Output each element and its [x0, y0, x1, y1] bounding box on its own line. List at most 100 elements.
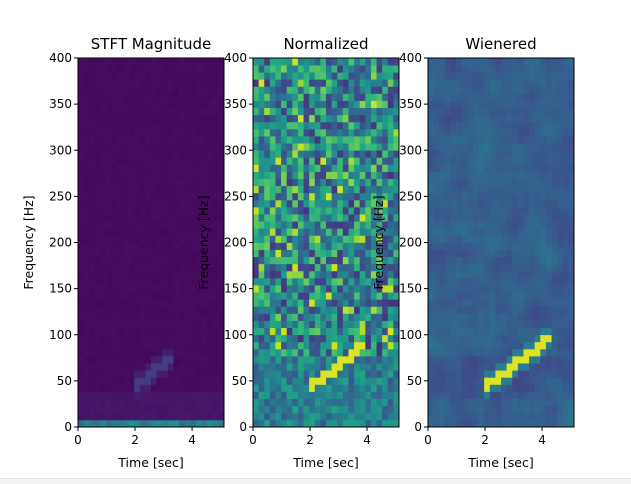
heatmap-cell [433, 320, 440, 329]
heatmap-cell [489, 270, 496, 279]
heatmap-cell [281, 285, 288, 293]
heatmap-cell [314, 334, 321, 343]
heatmap-cell [253, 263, 259, 272]
heatmap-cell [512, 249, 519, 258]
heatmap-cell [365, 320, 372, 329]
heatmap-cell [179, 143, 186, 151]
heatmap-cell [167, 114, 174, 123]
heatmap-cell [195, 150, 202, 158]
heatmap-cell [534, 86, 541, 94]
heatmap-cell [393, 334, 400, 343]
heatmap-cell [348, 306, 355, 314]
heatmap-cell [94, 121, 101, 130]
heatmap-cell [179, 228, 186, 236]
heatmap-cell [506, 263, 513, 272]
heatmap-cell [309, 249, 316, 258]
heatmap-cell [122, 65, 129, 73]
heatmap-cell [111, 348, 118, 357]
heatmap-cell [83, 192, 90, 201]
heatmap-cell [156, 398, 163, 407]
heatmap-cell [326, 199, 332, 208]
heatmap-cell [281, 370, 288, 378]
heatmap-cell [78, 171, 84, 179]
heatmap-cell [428, 93, 434, 101]
heatmap-cell [320, 327, 327, 336]
heatmap-cell [450, 207, 457, 215]
heatmap-cell [387, 320, 394, 329]
heatmap-cell [562, 93, 569, 101]
heatmap-cell [337, 270, 344, 279]
heatmap-cell [190, 412, 197, 421]
heatmap-cell [139, 93, 146, 101]
heatmap-cell [83, 285, 90, 293]
chart-title: Wienered [465, 35, 536, 53]
heatmap-cell [309, 384, 316, 392]
heatmap-cell [478, 93, 485, 101]
y-tick-label: 150 [224, 282, 247, 296]
heatmap-cell [314, 256, 321, 265]
heatmap-cell [428, 164, 434, 172]
heatmap-cell [275, 128, 282, 137]
heatmap-cell [253, 334, 259, 343]
heatmap-cell [359, 128, 366, 137]
heatmap-cell [568, 65, 575, 73]
heatmap-cell [439, 384, 446, 392]
heatmap-cell [568, 121, 575, 130]
heatmap-cell [145, 221, 152, 229]
heatmap-cell [382, 228, 389, 236]
heatmap-cell [117, 192, 124, 201]
heatmap-cell [501, 334, 507, 343]
heatmap-cell [195, 235, 202, 243]
heatmap-cell [258, 86, 265, 94]
heatmap-cell [128, 341, 135, 350]
heatmap-cell [568, 157, 575, 165]
heatmap-cell [106, 128, 113, 137]
heatmap-cell [167, 228, 174, 236]
heatmap-cell [139, 363, 146, 371]
heatmap-cell [393, 398, 400, 407]
heatmap-cell [506, 157, 513, 165]
heatmap-cell [467, 93, 474, 101]
heatmap-cell [523, 306, 530, 314]
heatmap-cell [517, 157, 524, 165]
heatmap-cell [534, 348, 541, 357]
heatmap-cell [190, 419, 197, 428]
heatmap-cell [314, 356, 321, 364]
heatmap-cell [376, 242, 383, 250]
heatmap-cell [297, 391, 304, 399]
heatmap-cell [111, 363, 118, 371]
heatmap-cell [337, 384, 344, 392]
heatmap-cell [337, 121, 344, 130]
heatmap-cell [320, 363, 327, 371]
heatmap-cell [376, 285, 383, 293]
heatmap-cell [173, 100, 180, 109]
heatmap-cell [117, 398, 124, 407]
heatmap-cell [128, 79, 135, 87]
heatmap-cell [89, 306, 96, 314]
heatmap-cell [517, 199, 524, 208]
heatmap-cell [489, 214, 496, 222]
heatmap-cell [354, 327, 361, 336]
heatmap-cell [370, 412, 377, 421]
heatmap-cell [106, 93, 113, 101]
heatmap-cell [472, 320, 479, 329]
heatmap-cell [89, 270, 96, 279]
heatmap-cell [456, 384, 463, 392]
heatmap-cell [478, 292, 485, 300]
heatmap-cell [562, 405, 569, 414]
heatmap-cell [529, 370, 536, 378]
heatmap-cell [134, 285, 141, 293]
heatmap-cell [258, 412, 265, 421]
heatmap-cell [444, 412, 451, 421]
heatmap-cell [167, 412, 174, 421]
heatmap-cell [212, 157, 219, 165]
heatmap-cell [331, 192, 338, 201]
heatmap-cell [167, 192, 174, 201]
heatmap-cell [173, 65, 180, 73]
heatmap-cell [467, 419, 474, 428]
heatmap-cell [365, 398, 372, 407]
heatmap-cell [484, 334, 491, 343]
heatmap-cell [145, 192, 152, 201]
heatmap-cell [382, 114, 389, 123]
heatmap-cell [167, 207, 174, 215]
